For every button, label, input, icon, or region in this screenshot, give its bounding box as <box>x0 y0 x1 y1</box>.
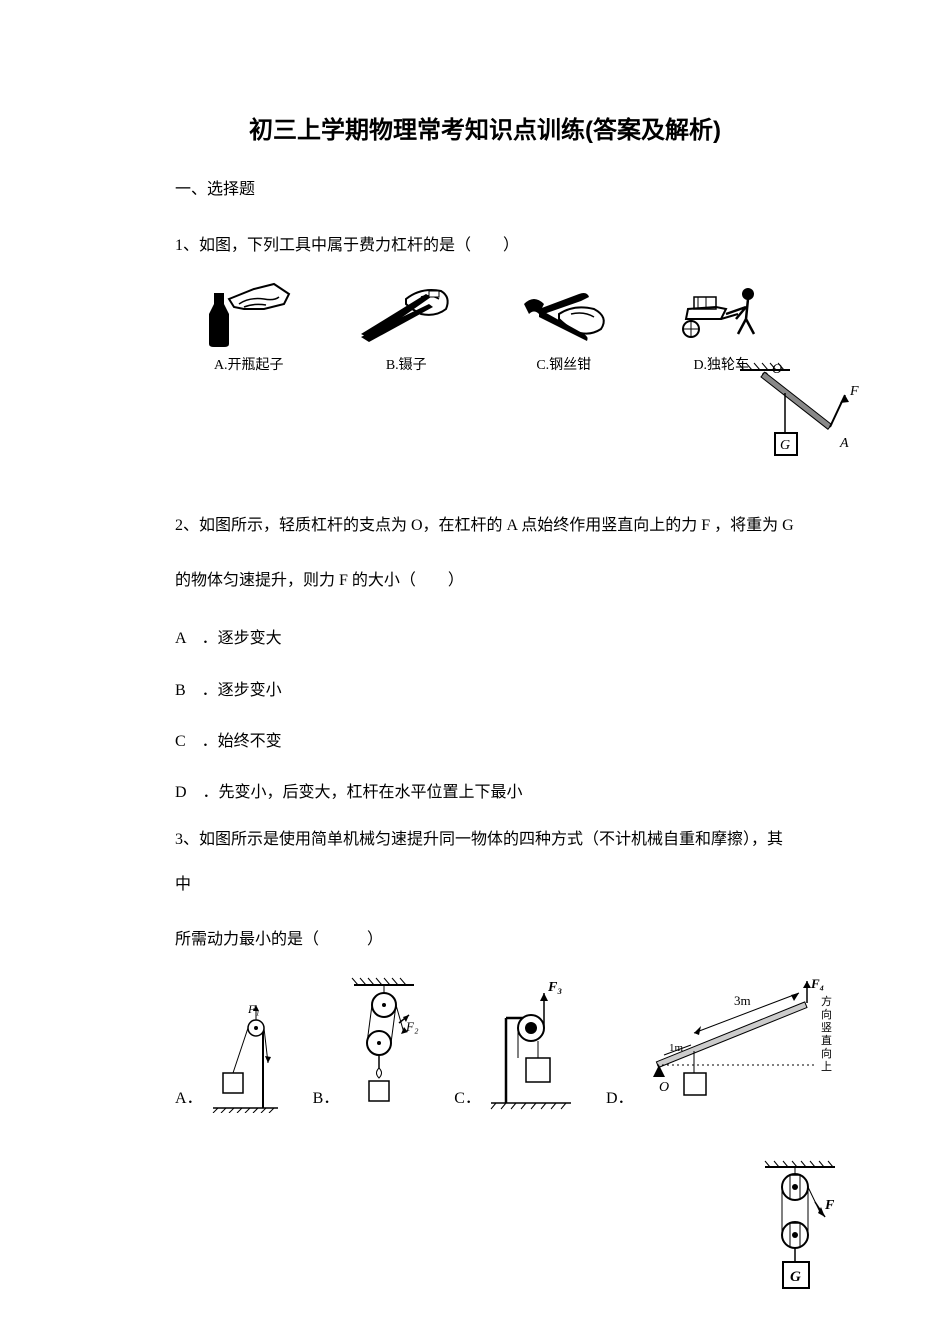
q2-text-line2: 的物体匀速提升，则力 F 的大小（ ） <box>175 559 795 604</box>
q1-fig-a: A.开瓶起子 <box>175 279 323 374</box>
q2-opt-c: C ．始终不变 <box>175 716 795 767</box>
q1-fig-c: C.钢丝钳 <box>490 279 638 374</box>
q1-fig-c-label: C.钢丝钳 <box>536 354 591 374</box>
q3-letter-c: C． <box>454 1084 481 1108</box>
q1-fig-a-img <box>189 279 309 349</box>
q2-options: A ．逐步变大 B ．逐步变小 C ．始终不变 D ．先变小，后变大，杠杆在水平… <box>175 613 795 818</box>
q1-fig-b-img <box>346 279 466 349</box>
svg-text:3m: 3m <box>734 993 751 1008</box>
svg-text:G: G <box>780 438 790 453</box>
q2-opt-b: B ．逐步变小 <box>175 665 795 716</box>
q3-figures-row: A． <box>175 973 795 1113</box>
q3-fig-b: B． <box>313 973 425 1113</box>
q1-fig-d-img <box>661 279 781 349</box>
q2-opt-a: A ．逐步变大 <box>175 613 795 664</box>
svg-text:F₄: F₄ <box>810 976 824 991</box>
q2-figure: O A F G <box>730 355 870 475</box>
q4-figure: F G <box>755 1157 845 1297</box>
q2-opt-d: D ．先变小，后变大，杠杆在水平位置上下最小 <box>175 767 795 818</box>
q1-fig-b: B.镊子 <box>333 279 481 374</box>
q1-figures-row: A.开瓶起子 B.镊子 <box>175 279 795 374</box>
q3-fig-c: C． <box>454 973 576 1113</box>
svg-text:F: F <box>849 384 859 399</box>
q1-text: 1、如图，下列工具中属于费力杠杆的是（ ） <box>175 224 795 269</box>
q3-text-line1: 3、如图所示是使用简单机械匀速提升同一物体的四种方式（不计机械自重和摩擦），其中 <box>175 818 795 908</box>
svg-text:F₂: F₂ <box>405 1019 419 1034</box>
q1-fig-b-label: B.镊子 <box>386 354 427 374</box>
svg-text:F: F <box>824 1198 835 1213</box>
q3-fig-d: D． O 3m 1m F₄ 方 <box>606 973 839 1113</box>
svg-text:向: 向 <box>821 1007 832 1021</box>
svg-text:上: 上 <box>821 1060 832 1073</box>
svg-text:直: 直 <box>821 1033 832 1047</box>
svg-text:F₃: F₃ <box>547 980 562 995</box>
q3-text-line2: 所需动力最小的是（ ） <box>175 918 795 963</box>
svg-text:G: G <box>790 1269 801 1285</box>
q3-letter-d: D． <box>606 1084 634 1108</box>
q1-fig-c-img <box>504 279 624 349</box>
svg-text:1m: 1m <box>669 1042 684 1054</box>
q2-text-line1: 2、如图所示，轻质杠杆的支点为 O，在杠杆的 A 点始终作用竖直向上的力 F ，… <box>175 504 795 549</box>
q3-fig-a: A． <box>175 993 283 1113</box>
q1-fig-a-label: A.开瓶起子 <box>214 354 284 374</box>
section-heading: 一、选择题 <box>175 175 795 199</box>
page-title: 初三上学期物理常考知识点训练(答案及解析) <box>175 110 795 145</box>
svg-text:A: A <box>839 436 849 451</box>
spacer <box>175 394 795 504</box>
q3-letter-b: B． <box>313 1084 340 1108</box>
svg-text:O: O <box>772 362 782 377</box>
svg-text:O: O <box>659 1080 669 1095</box>
q3-letter-a: A． <box>175 1084 203 1108</box>
svg-text:方: 方 <box>821 994 832 1008</box>
svg-text:向: 向 <box>821 1046 832 1060</box>
svg-text:竖: 竖 <box>821 1021 832 1034</box>
